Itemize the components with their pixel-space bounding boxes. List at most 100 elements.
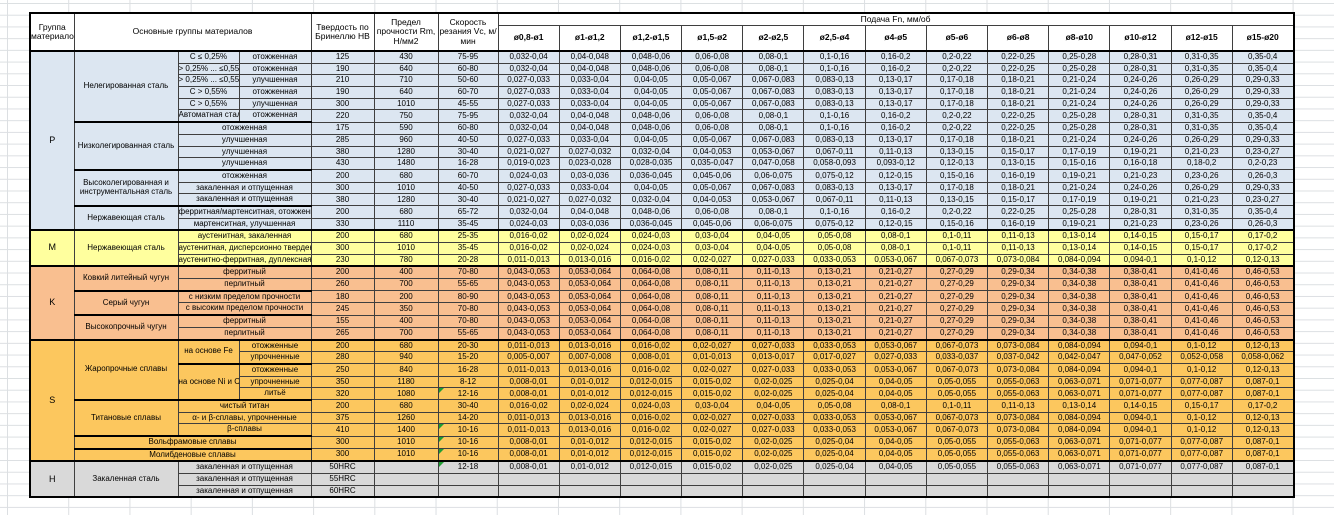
feed-value-cell[interactable]: 0,26-0,3 [1231, 217, 1295, 231]
feed-value-cell[interactable]: 0,13-0,21 [803, 326, 866, 341]
feed-value-cell[interactable]: 0,41-0,46 [1170, 278, 1233, 292]
feed-value-cell[interactable]: 0,19-0,21 [1109, 193, 1172, 207]
feed-value-cell[interactable]: 0,033-0,04 [558, 97, 621, 111]
feed-value-cell[interactable]: 0,04-0,05 [742, 229, 805, 244]
feed-value-cell[interactable]: 0,12-0,13 [1231, 363, 1295, 377]
feed-value-cell[interactable]: 0,064-0,08 [619, 314, 683, 328]
feed-value-cell[interactable]: 0,38-0,41 [1109, 302, 1172, 316]
feed-value-cell[interactable]: 0,25-0,28 [1048, 62, 1111, 76]
hardness-value-cell[interactable]: 200 [310, 265, 375, 280]
feed-value-cell[interactable]: 0,29-0,34 [987, 302, 1050, 316]
material-condition-cell[interactable]: закаленная и отпущенная [177, 460, 312, 475]
feed-value-cell[interactable]: 0,06-0,08 [681, 62, 744, 76]
feed-value-cell[interactable]: 0,053-0,067 [742, 145, 805, 159]
material-condition-cell[interactable]: улучшенная [177, 157, 312, 171]
material-condition-cell[interactable]: улучшенная [238, 97, 312, 111]
feed-value-cell[interactable]: 0,08-0,11 [681, 278, 744, 292]
feed-value-cell[interactable]: 0,21-0,24 [1048, 97, 1111, 111]
feed-value-cell[interactable]: 0,41-0,46 [1170, 314, 1233, 328]
feed-value-cell[interactable]: 0,17-0,18 [925, 181, 989, 195]
feed-value-cell[interactable]: 0,035-0,047 [681, 157, 744, 171]
feed-value-cell[interactable]: 0,11-0,13 [742, 302, 805, 316]
material-condition-cell[interactable]: ферритный [177, 314, 312, 328]
feed-value-cell[interactable]: 0,016-0,02 [619, 253, 683, 267]
feed-value-cell[interactable]: 0,2-0,22 [925, 109, 989, 123]
feed-value-cell[interactable]: 0,05-0,067 [681, 133, 744, 147]
feed-value-cell[interactable]: 0,011-0,013 [497, 423, 560, 437]
feed-value-cell[interactable]: 0,087-0,1 [1231, 435, 1295, 450]
feed-value-cell[interactable] [987, 484, 1050, 498]
feed-value-cell[interactable]: 0,41-0,46 [1170, 265, 1233, 280]
feed-value-cell[interactable]: 0,027-0,033 [742, 338, 805, 353]
feed-value-cell[interactable]: 0,16-0,2 [864, 121, 927, 135]
strength-value-cell[interactable]: 1280 [373, 193, 439, 207]
speed-value-cell[interactable]: 10-16 [437, 435, 499, 450]
feed-value-cell[interactable] [1109, 484, 1172, 498]
feed-value-cell[interactable]: 0,043-0,053 [497, 302, 560, 316]
feed-value-cell[interactable]: 0,063-0,071 [1048, 375, 1111, 389]
speed-value-cell[interactable]: 10-16 [437, 448, 499, 462]
feed-value-cell[interactable]: 0,13-0,14 [1048, 242, 1111, 255]
feed-value-cell[interactable]: 0,02-0,025 [742, 448, 805, 462]
feed-value-cell[interactable]: 0,011-0,013 [497, 253, 560, 267]
feed-value-cell[interactable]: 0,055-0,063 [987, 375, 1050, 389]
feed-value-cell[interactable]: 0,013-0,016 [558, 363, 621, 377]
feed-value-cell[interactable]: 0,073-0,084 [987, 411, 1050, 425]
feed-value-cell[interactable]: 0,027-0,033 [742, 423, 805, 437]
feed-value-cell[interactable]: 0,14-0,15 [1109, 399, 1172, 413]
feed-value-cell[interactable]: 0,063-0,071 [1048, 448, 1111, 462]
material-group-cell[interactable]: Титановые сплавы [73, 398, 179, 437]
feed-value-cell[interactable]: 0,012-0,015 [619, 460, 683, 475]
feed-value-cell[interactable]: 0,015-0,02 [681, 387, 744, 401]
feed-value-cell[interactable]: 0,12-0,13 [1231, 411, 1295, 425]
feed-value-cell[interactable]: 0,02-0,025 [742, 460, 805, 475]
feed-value-cell[interactable]: 0,01-0,013 [681, 351, 744, 365]
strength-value-cell[interactable] [373, 460, 439, 475]
header-cutting-speed[interactable]: Скорость резания Vc, м/мин [437, 12, 499, 52]
feed-value-cell[interactable]: 0,073-0,084 [987, 253, 1050, 267]
material-condition-cell[interactable]: ферритная/мартенситная, отожженная [177, 204, 312, 219]
feed-value-cell[interactable]: 0,26-0,29 [1170, 181, 1233, 195]
speed-value-cell[interactable]: 75-95 [437, 109, 499, 123]
feed-value-cell[interactable] [558, 484, 621, 498]
feed-value-cell[interactable]: 0,23-0,27 [1231, 145, 1295, 159]
feed-value-cell[interactable]: 0,46-0,53 [1231, 314, 1295, 328]
material-group-cell[interactable]: Нержавеющая сталь [73, 229, 179, 267]
feed-value-cell[interactable]: 0,008-0,01 [619, 351, 683, 365]
hardness-value-cell[interactable]: 330 [310, 217, 375, 231]
speed-value-cell[interactable]: 10-16 [437, 423, 499, 437]
speed-value-cell[interactable] [437, 473, 499, 486]
feed-value-cell[interactable]: 0,071-0,077 [1109, 448, 1172, 462]
feed-value-cell[interactable]: 0,036-0,045 [619, 217, 683, 231]
speed-value-cell[interactable]: 35-45 [437, 217, 499, 231]
feed-value-cell[interactable]: 0,22-0,25 [987, 109, 1050, 123]
feed-value-cell[interactable]: 0,29-0,34 [987, 326, 1050, 341]
feed-value-cell[interactable]: 0,11-0,13 [987, 242, 1050, 255]
feed-value-cell[interactable]: 0,027-0,033 [497, 181, 560, 195]
feed-value-cell[interactable]: 0,012-0,015 [619, 435, 683, 450]
feed-value-cell[interactable]: 0,14-0,15 [1109, 229, 1172, 244]
feed-value-cell[interactable]: 0,19-0,21 [1048, 169, 1111, 183]
strength-value-cell[interactable]: 750 [373, 109, 439, 123]
feed-value-cell[interactable]: 0,048-0,06 [619, 62, 683, 76]
feed-value-cell[interactable]: 0,29-0,33 [1231, 74, 1295, 88]
feed-value-cell[interactable]: 0,08-0,11 [681, 290, 744, 304]
feed-value-cell[interactable]: 0,17-0,2 [1231, 242, 1295, 255]
strength-value-cell[interactable]: 430 [373, 50, 439, 64]
material-group-cell[interactable]: Нелегированная сталь [73, 50, 179, 123]
strength-value-cell[interactable]: 1010 [373, 448, 439, 462]
feed-value-cell[interactable]: 0,27-0,29 [925, 278, 989, 292]
feed-value-cell[interactable]: 0,064-0,08 [619, 302, 683, 316]
feed-value-cell[interactable]: 0,26-0,29 [1170, 133, 1233, 147]
feed-value-cell[interactable]: 0,04-0,048 [558, 62, 621, 76]
feed-value-cell[interactable]: 0,033-0,04 [558, 133, 621, 147]
feed-value-cell[interactable]: 0,1-0,12 [1170, 253, 1233, 267]
strength-value-cell[interactable]: 680 [373, 169, 439, 183]
feed-value-cell[interactable]: 0,17-0,19 [1048, 193, 1111, 207]
feed-value-cell[interactable]: 0,021-0,027 [497, 193, 560, 207]
feed-value-cell[interactable]: 0,22-0,25 [987, 205, 1050, 219]
material-subtype-cell[interactable]: на основе Ni и Co [177, 362, 240, 401]
feed-value-cell[interactable]: 0,025-0,04 [803, 435, 866, 450]
feed-value-cell[interactable]: 0,23-0,26 [1170, 169, 1233, 183]
feed-value-cell[interactable]: 0,094-0,1 [1109, 253, 1172, 267]
